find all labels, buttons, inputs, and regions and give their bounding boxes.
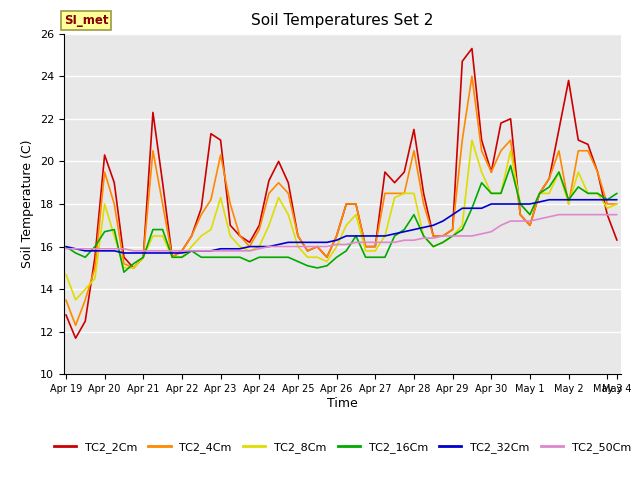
X-axis label: Time: Time <box>327 397 358 410</box>
Y-axis label: Soil Temperature (C): Soil Temperature (C) <box>22 140 35 268</box>
Title: Soil Temperatures Set 2: Soil Temperatures Set 2 <box>252 13 433 28</box>
Legend: TC2_2Cm, TC2_4Cm, TC2_8Cm, TC2_16Cm, TC2_32Cm, TC2_50Cm: TC2_2Cm, TC2_4Cm, TC2_8Cm, TC2_16Cm, TC2… <box>49 438 636 458</box>
Text: SI_met: SI_met <box>64 14 109 27</box>
